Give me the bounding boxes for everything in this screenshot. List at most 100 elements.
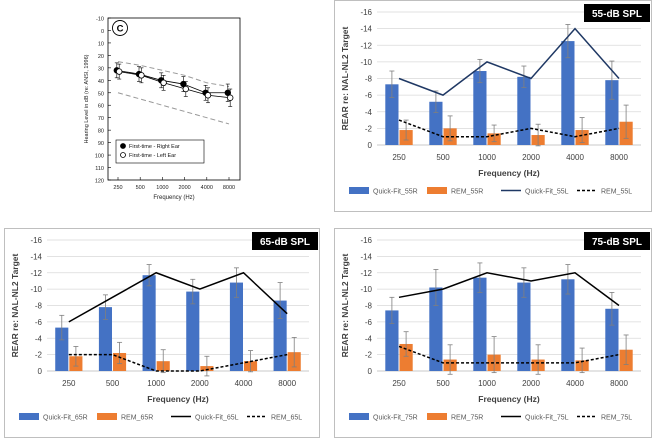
quick-fit-left-line (398, 271, 620, 307)
quick-fit-bar (273, 300, 287, 371)
y-tick-label: 0 (368, 141, 373, 150)
x-tick-label: 250 (392, 379, 406, 388)
y-tick-label: 20 (98, 54, 104, 60)
quick-fit-bar (55, 327, 69, 371)
rear-chart-55db: 0 -2 -4 -6 -8 -10 -12 -14 -16 250 500 1000 2000 4000 8… (340, 4, 650, 196)
y-tick-label: -10 (360, 58, 372, 67)
x-tick-label: 2000 (522, 153, 540, 162)
x-tick-label: 4000 (235, 379, 253, 388)
legend-label: Quick-Fit_65L (195, 415, 239, 422)
y-tick-label: 110 (95, 166, 104, 172)
x-tick-label: 8000 (223, 185, 235, 191)
y-tick-label: 30 (98, 66, 104, 72)
left-ear-point (115, 68, 123, 75)
y-axis-label: REAR re: NAL-NL2 Target (340, 253, 350, 357)
left-ear-point (226, 94, 234, 101)
y-tick-label: 80 (98, 129, 104, 135)
y-tick-label: 40 (98, 79, 104, 85)
x-tick-label: 250 (392, 153, 406, 162)
chart-title: 55-dB SPL (592, 9, 642, 20)
audiogram-panel-c: -10 0 10 20 30 40 50 60 70 80 90 100 110 120 250 500 100… (0, 0, 305, 205)
quick-fit-bar (429, 287, 443, 371)
quick-fit-bar (517, 76, 531, 145)
x-axis-label: Frequency (Hz) (478, 168, 540, 178)
legend-label: REM_55L (601, 189, 632, 196)
y-tick-label: -8 (365, 75, 373, 84)
legend-label: REM_65L (271, 415, 302, 422)
title-box (584, 4, 650, 22)
title-box (584, 232, 650, 250)
legend-label: Quick-Fit_65R (43, 415, 88, 422)
legend-label: REM_55R (451, 189, 483, 196)
quick-fit-bar (429, 101, 443, 145)
x-tick-label: 8000 (610, 379, 628, 388)
legend-label: REM_75L (601, 415, 632, 422)
y-tick-label: -4 (35, 334, 43, 343)
left-ear-point (160, 79, 167, 86)
rear-chart-75db: 0 -2 -4 -6 -8 -10 -12 -14 -16 250 500 1000 2000 4000 8… (340, 232, 650, 422)
reference-dashed-line (117, 92, 230, 125)
legend-marker (120, 143, 126, 149)
chart-panel-55db: 0 -2 -4 -6 -8 -10 -12 -14 -16 250 500 1000 2000 4000 8… (334, 0, 652, 212)
quick-fit-left-line (68, 271, 288, 323)
y-tick-label: -14 (30, 252, 42, 261)
y-tick-label: -16 (360, 8, 372, 17)
x-tick-label: 500 (136, 185, 145, 191)
y-tick-label: -14 (360, 25, 372, 34)
legend-swatch (349, 413, 369, 420)
x-tick-label: 1000 (478, 379, 496, 388)
legend-label: REM_75R (451, 415, 483, 422)
legend-swatch (427, 187, 447, 194)
legend-label: Quick-Fit_75R (373, 415, 418, 422)
y-tick-label: -12 (360, 41, 372, 50)
y-tick-label: -10 (360, 285, 372, 294)
x-tick-label: 2000 (178, 185, 190, 191)
y-tick-label: -2 (365, 351, 373, 360)
rear-chart-65db: 0 -2 -4 -6 -8 -10 -12 -14 -16 250 500 1000 2000 4000 8… (10, 232, 318, 422)
series-line (119, 71, 231, 99)
quick-fit-bar (561, 279, 575, 371)
y-tick-label: -8 (365, 302, 373, 311)
legend-label: Quick-Fit_55L (525, 189, 569, 196)
x-tick-label: 500 (436, 153, 450, 162)
left-ear-point (182, 85, 189, 93)
x-tick-label: 1000 (478, 153, 496, 162)
y-tick-label: -6 (365, 91, 373, 100)
x-tick-label: 4000 (566, 379, 584, 388)
y-tick-label: -10 (30, 285, 42, 294)
quick-fit-bar (561, 41, 575, 145)
y-tick-label: 0 (101, 29, 104, 35)
chart-panel-75db: 0 -2 -4 -6 -8 -10 -12 -14 -16 250 500 1000 2000 4000 8… (334, 228, 652, 438)
y-tick-label: -4 (365, 108, 373, 117)
y-axis-label: Hearing Level in dB (re: ANSI, 1996) (84, 54, 90, 143)
x-tick-label: 4000 (566, 153, 584, 162)
legend-swatch (349, 187, 369, 194)
y-tick-label: 0 (38, 367, 43, 376)
legend-label: Quick-Fit_55R (373, 189, 418, 196)
y-tick-label: -2 (35, 351, 43, 360)
legend-swatch (97, 413, 117, 420)
y-tick-label: -16 (30, 236, 42, 245)
right-ear-point (180, 80, 187, 88)
legend-label: REM_65R (121, 415, 153, 422)
panel-label-circle (112, 20, 128, 36)
quick-fit-bar (229, 282, 243, 371)
rem-left-line (398, 345, 620, 364)
quick-fit-bar (385, 84, 399, 145)
chart-title: 65-dB SPL (260, 237, 310, 248)
x-tick-label: 4000 (201, 185, 213, 191)
x-tick-label: 2000 (522, 379, 540, 388)
y-tick-label: -12 (360, 269, 372, 278)
quick-fit-bar (605, 308, 619, 371)
x-tick-label: 500 (106, 379, 120, 388)
legend-marker (120, 152, 126, 158)
x-tick-label: 250 (62, 379, 76, 388)
left-ear-point (138, 72, 145, 79)
left-ear-point (204, 92, 212, 99)
chart-panel-65db: 0 -2 -4 -6 -8 -10 -12 -14 -16 250 500 1000 2000 4000 8… (4, 228, 320, 438)
y-tick-label: 50 (98, 91, 104, 97)
y-tick-label: -16 (360, 236, 372, 245)
x-tick-label: 8000 (610, 153, 628, 162)
y-tick-label: 70 (98, 116, 104, 122)
chart-title: 75-dB SPL (592, 237, 642, 248)
